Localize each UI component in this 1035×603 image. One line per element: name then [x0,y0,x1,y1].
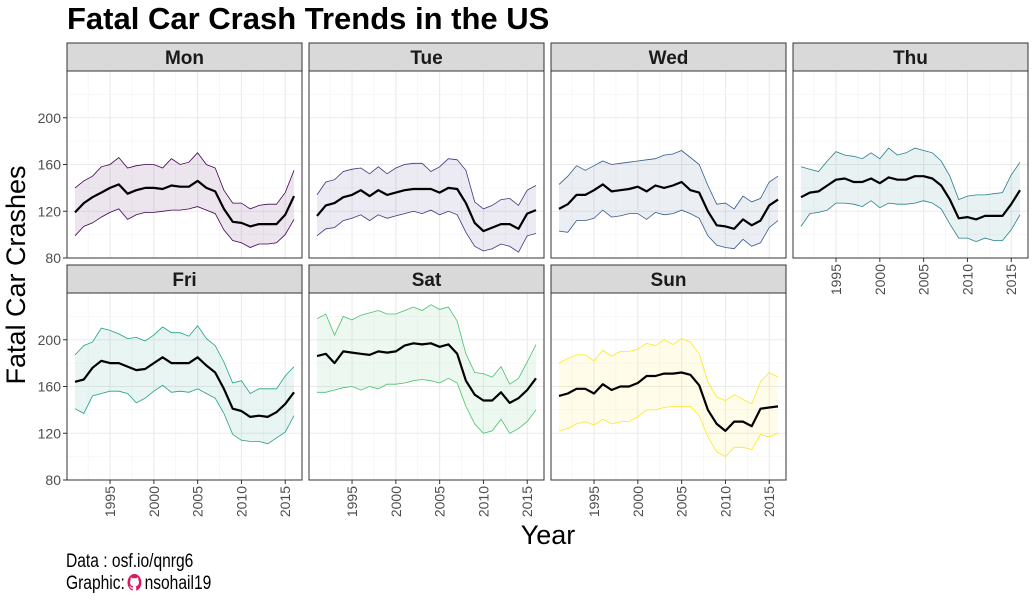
panel-wed: Wed [550,42,787,259]
chart-title: Fatal Car Crash Trends in the US [67,1,550,36]
x-tick-label: 2010 [233,486,249,517]
graphic-credit-handle[interactable]: nsohail19 [144,573,212,594]
strip-label-sat: Sat [412,270,442,291]
data-source-link[interactable]: osf.io/qnrg6 [111,551,194,572]
data-source-label: Data : [66,551,112,572]
lower-bound-line-fri [74,384,295,445]
upper-bound-line-thu [800,147,1021,201]
mean-line-sat [316,342,537,404]
x-tick-label: 2010 [717,486,733,517]
y-tick-label: 120 [38,425,62,441]
x-tick-label: 2015 [761,486,777,517]
mean-line-sun [558,371,779,432]
y-tick-label: 80 [45,472,61,488]
y-tick-label: 80 [45,250,61,266]
ribbon-sun [559,338,778,457]
x-tick-label: 2005 [432,486,448,517]
lower-bound-line-wed [558,209,779,250]
x-tick-label: 1995 [102,486,118,517]
mean-line-mon [74,179,295,228]
strip-sat [308,264,545,294]
y-tick-label: 200 [38,332,62,348]
x-tick-label: 2000 [630,486,646,517]
x-tick-label: 2015 [1003,264,1019,295]
panel-border-sat [308,292,545,481]
ribbon-mon [75,152,294,248]
caption: Data : osf.io/qnrg6 Graphic: nsohail19 [66,551,211,595]
y-tick-label: 120 [38,203,62,219]
strip-tue [308,42,545,72]
lower-bound-line-mon [74,206,295,248]
x-tick-label: 2015 [277,486,293,517]
panel-border-wed [550,70,787,259]
y-axis-title: Fatal Car Crashes [1,165,31,384]
x-axis-title: Year [521,520,576,550]
ribbon-sat [317,304,536,434]
x-tick-label: 2005 [916,264,932,295]
panel-mon: Mon 80 120 160 200 [38,42,303,266]
y-tick-label: 160 [38,379,62,395]
graphic-credit-line: Graphic: nsohail19 [66,573,211,595]
mean-line-thu [800,175,1021,221]
panel-sat: Sat 1995 2000 2005 2010 2015 [308,264,545,517]
panel-border-tue [308,70,545,259]
graphic-credit-label: Graphic: [66,573,125,594]
upper-bound-line-tue [316,158,537,210]
x-tick-label: 2005 [674,486,690,517]
strip-label-tue: Tue [410,48,442,69]
x-tick-label: 2000 [146,486,162,517]
lower-bound-line-thu [800,200,1021,243]
x-tick-label: 2000 [388,486,404,517]
upper-bound-line-mon [74,152,295,210]
x-tick-label: 2000 [872,264,888,295]
panel-border-sun [550,292,787,481]
strip-label-mon: Mon [165,48,204,69]
strip-fri [66,264,303,294]
x-tick-label: 1995 [344,486,360,517]
strip-label-sun: Sun [651,270,687,291]
strip-mon [66,42,303,72]
x-tick-label: 1995 [828,264,844,295]
y-tick-label: 200 [38,110,62,126]
lower-bound-line-sun [558,406,779,458]
github-icon [127,574,142,591]
panel-tue: Tue [308,42,545,259]
upper-bound-line-wed [558,150,779,210]
lower-bound-line-sat [317,377,537,434]
ribbon-wed [559,150,778,249]
lower-bound-line-tue [316,209,537,253]
upper-bound-line-sun [558,338,779,405]
x-tick-label: 2010 [475,486,491,517]
mean-line-fri [74,356,295,418]
mean-line-wed [558,180,779,230]
x-tick-label: 2005 [190,486,206,517]
mean-line-tue [316,186,537,233]
strip-label-fri: Fri [172,270,196,291]
upper-bound-line-fri [74,325,295,395]
x-tick-label: 2010 [959,264,975,295]
y-tick-label: 160 [38,157,62,173]
panel-border-thu [792,70,1029,259]
x-tick-label: 1995 [586,486,602,517]
panel-sun: Sun 1995 2000 2005 2010 2015 [550,264,787,517]
ribbon-fri [75,325,294,444]
data-source-line: Data : osf.io/qnrg6 [66,551,211,573]
strip-label-thu: Thu [893,48,928,69]
panel-thu: Thu 1995 2000 2005 2010 2015 [792,42,1029,295]
panel-fri: Fri 80 120 160 200 1995 2000 2005 2010 2015 [38,264,303,517]
upper-bound-line-sat [316,304,537,385]
strip-label-wed: Wed [649,48,689,69]
x-tick-label: 2015 [519,486,535,517]
